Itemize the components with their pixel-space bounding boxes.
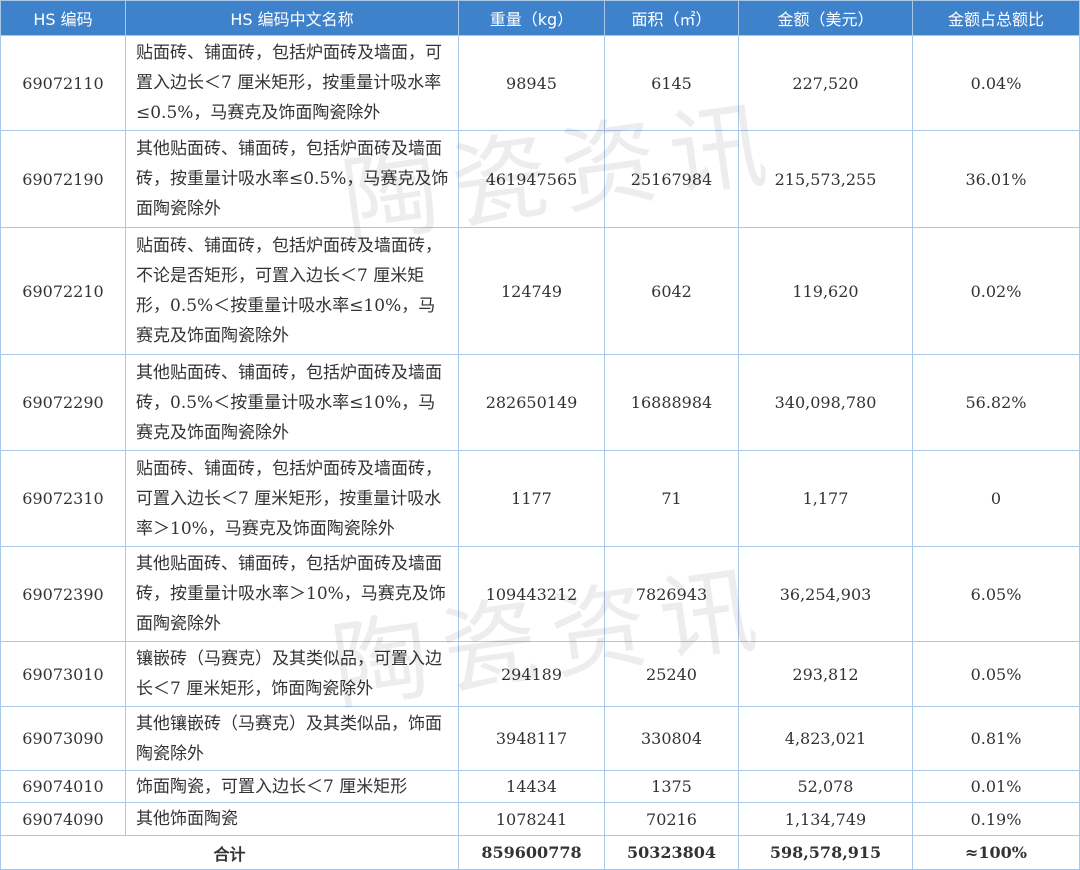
table-cell: 293,812 [738,641,913,707]
description-cell: 其他贴面砖、铺面砖，包括炉面砖及墙面砖，0.5%＜按重量计吸水率≤10%，马赛克… [125,354,459,451]
table-cell: 1,134,749 [738,802,913,836]
table-cell: 0 [912,450,1080,547]
table-cell: 215,573,255 [738,130,913,228]
table-cell: 69073090 [0,706,126,771]
table-row: 69074010 饰面陶瓷，可置入边长＜7 厘米矩形 14434 1375 52,078… [0,770,1080,803]
table-cell: 52,078 [738,770,913,803]
table-row: 69072310 贴面砖、铺面砖，包括炉面砖及墙面砖，可置入边长＜7 厘米矩形，按… [0,450,1080,547]
table-row: 69072290 其他贴面砖、铺面砖，包括炉面砖及墙面砖，0.5%＜按重量计吸水率… [0,354,1080,451]
table-cell: 6042 [604,227,739,355]
table-cell: 1375 [604,770,739,803]
table-cell: 1078241 [458,802,605,836]
table-cell: 0.81% [912,706,1080,771]
table-cell: 4,823,021 [738,706,913,771]
table-cell: 16888984 [604,354,739,451]
table-cell: 36.01% [912,130,1080,228]
description-cell: 贴面砖、铺面砖，包括炉面砖及墙面砖，可置入边长＜7 厘米矩形，按重量计吸水率＞1… [125,450,459,547]
column-header: HS 编码中文名称 [125,0,459,36]
table-cell: 69072310 [0,450,126,547]
description-cell: 饰面陶瓷，可置入边长＜7 厘米矩形 [125,770,459,803]
description-cell: 其他贴面砖、铺面砖，包括炉面砖及墙面砖，按重量计吸水率＞10%，马赛克及饰面陶瓷… [125,546,459,642]
table-cell: 124749 [458,227,605,355]
description-cell: 镶嵌砖（马赛克）及其类似品，可置入边长＜7 厘米矩形，饰面陶瓷除外 [125,641,459,707]
table-cell: 3948117 [458,706,605,771]
table-cell: 56.82% [912,354,1080,451]
table-cell: 0.02% [912,227,1080,355]
table-cell: 6145 [604,35,739,131]
table-cell: 282650149 [458,354,605,451]
table-cell: 6.05% [912,546,1080,642]
table-cell: 25240 [604,641,739,707]
description-cell: 贴面砖、铺面砖，包括炉面砖及墙面，可置入边长＜7 厘米矩形，按重量计吸水率≤0.… [125,35,459,131]
description-cell: 其他饰面陶瓷 [125,802,459,836]
table-cell: 98945 [458,35,605,131]
table-row: 69072110 贴面砖、铺面砖，包括炉面砖及墙面，可置入边长＜7 厘米矩形，按重… [0,35,1080,131]
table-cell: 7826943 [604,546,739,642]
description-cell: 其他贴面砖、铺面砖，包括炉面砖及墙面砖，按重量计吸水率≤0.5%，马赛克及饰面陶… [125,130,459,228]
table-cell: 0.19% [912,802,1080,836]
table-cell: 0.04% [912,35,1080,131]
column-header: 重量（kg） [458,0,605,36]
description-cell: 贴面砖、铺面砖，包括炉面砖及墙面砖，不论是否矩形，可置入边长＜7 厘米矩形，0.… [125,227,459,355]
table-cell: 461947565 [458,130,605,228]
table-cell: 25167984 [604,130,739,228]
table-row: 69072210 贴面砖、铺面砖，包括炉面砖及墙面砖，不论是否矩形，可置入边长＜7… [0,227,1080,355]
table-cell: 227,520 [738,35,913,131]
table-cell: 69074090 [0,802,126,836]
table-cell: 69072390 [0,546,126,642]
table-cell: 330804 [604,706,739,771]
column-header: 面积（㎡） [604,0,739,36]
total-row: 合计 859600778 50323804 598,578,915 ≈100% [0,835,1080,870]
table-cell: 340,098,780 [738,354,913,451]
total-label: 合计 [0,835,459,870]
table-row: 69073010 镶嵌砖（马赛克）及其类似品，可置入边长＜7 厘米矩形，饰面陶瓷除… [0,641,1080,707]
table-cell: 0.01% [912,770,1080,803]
total-cell: 598,578,915 [738,835,913,870]
table-cell: 70216 [604,802,739,836]
table-cell: 1,177 [738,450,913,547]
total-cell: 50323804 [604,835,739,870]
header-row: HS 编码 HS 编码中文名称 重量（kg） 面积（㎡） 金额（美元） 金额占总额比 [0,0,1080,36]
table-cell: 294189 [458,641,605,707]
table-row: 69073090 其他镶嵌砖（马赛克）及其类似品，饰面陶瓷除外 3948117 330… [0,706,1080,771]
table-row: 69072390 其他贴面砖、铺面砖，包括炉面砖及墙面砖，按重量计吸水率＞10%，… [0,546,1080,642]
table-cell: 69072290 [0,354,126,451]
table-cell: 14434 [458,770,605,803]
column-header: 金额占总额比 [912,0,1080,36]
table-cell: 1177 [458,450,605,547]
table-cell: 36,254,903 [738,546,913,642]
total-cell: ≈100% [912,835,1080,870]
table-cell: 69074010 [0,770,126,803]
table-cell: 0.05% [912,641,1080,707]
table-cell: 69072190 [0,130,126,228]
table-cell: 109443212 [458,546,605,642]
table-cell: 69072210 [0,227,126,355]
total-cell: 859600778 [458,835,605,870]
table-cell: 119,620 [738,227,913,355]
description-cell: 其他镶嵌砖（马赛克）及其类似品，饰面陶瓷除外 [125,706,459,771]
table-row: 69074090 其他饰面陶瓷 1078241 70216 1,134,749 0.19% [0,802,1080,836]
table-cell: 71 [604,450,739,547]
column-header: HS 编码 [0,0,126,36]
table-cell: 69072110 [0,35,126,131]
table-row: 69072190 其他贴面砖、铺面砖，包括炉面砖及墙面砖，按重量计吸水率≤0.5%… [0,130,1080,228]
table-cell: 69073010 [0,641,126,707]
column-header: 金额（美元） [738,0,913,36]
